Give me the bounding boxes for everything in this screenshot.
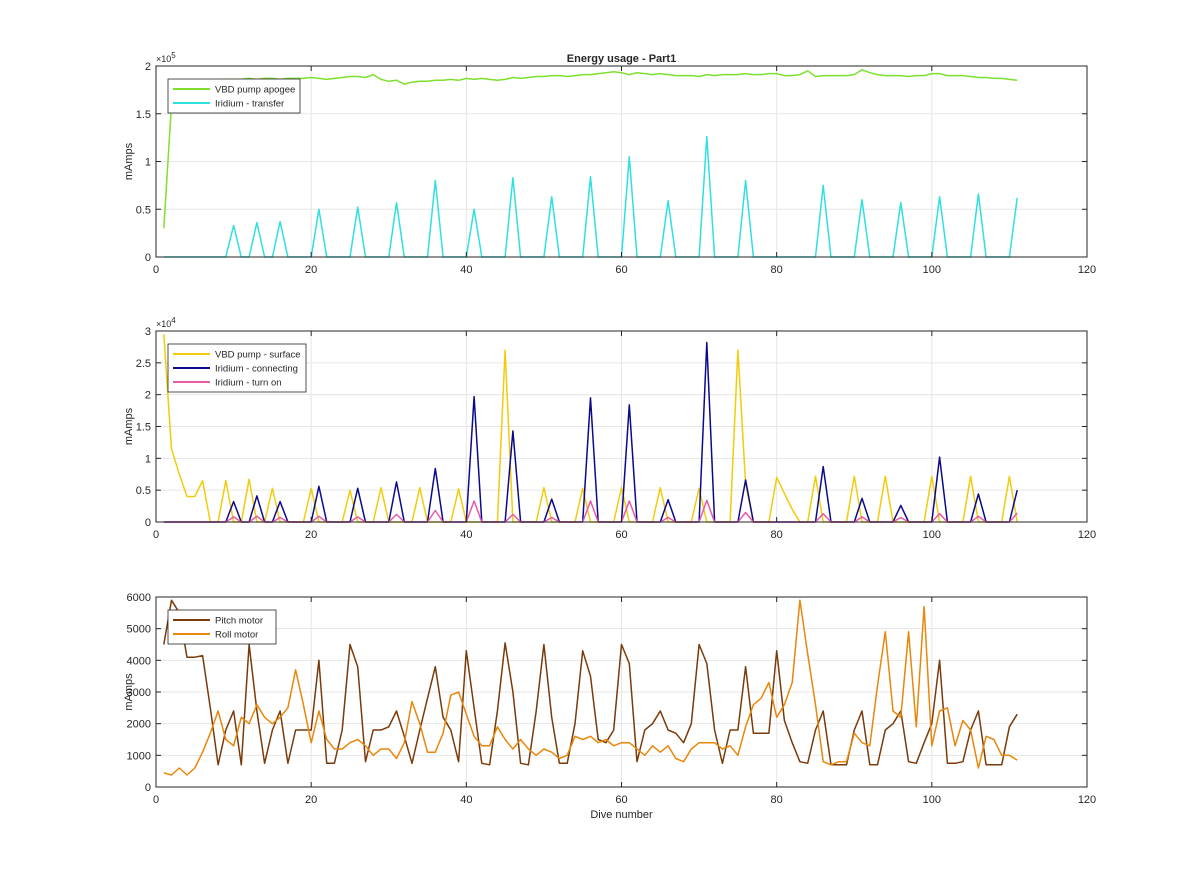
x-tick-label: 80 [771, 529, 783, 541]
y-tick-label: 1 [145, 453, 151, 465]
chart-title: Energy usage - Part1 [567, 53, 676, 65]
y-tick-label: 2 [145, 390, 151, 402]
x-tick-label: 0 [153, 264, 159, 276]
x-tick-label: 60 [615, 794, 627, 806]
legend: VBD pump - surface Iridium - connecting Ir… [167, 343, 307, 393]
y-tick-label: 4000 [127, 655, 151, 667]
series-line-1 [163, 69, 1018, 229]
y-tick-label: 5000 [127, 624, 151, 636]
x-axis-label: Dive number [590, 809, 653, 821]
y-tick-label: 0 [145, 782, 151, 794]
x-tick-label: 100 [923, 264, 941, 276]
y-tick-label: 0.5 [136, 204, 151, 216]
legend: Pitch motor Roll motor [167, 609, 277, 645]
y-tick-label: 1.5 [136, 109, 151, 121]
y-axis-label: mAmps [123, 673, 135, 711]
legend-label: VBD pump apogee [215, 85, 295, 96]
subplot-2: 0 20 40 60 80 100 120 0 0.5 1 1.5 2 2.5 3 ×104 mAmps VBD… [123, 316, 1096, 541]
y-tick-label: 2000 [127, 719, 151, 731]
y-tick-label: 6000 [127, 592, 151, 604]
y-tick-label: 0 [145, 517, 151, 529]
x-tick-label: 0 [153, 529, 159, 541]
subplot-3: 0 20 40 60 80 100 120 0 1000 2000 3000 4000 5000 6000… [123, 592, 1096, 821]
x-tick-label: 0 [153, 794, 159, 806]
legend-label: Iridium - connecting [215, 364, 298, 375]
y-tick-label: 1.5 [136, 422, 151, 434]
y-axis-label: mAmps [123, 407, 135, 445]
x-tick-label: 100 [923, 529, 941, 541]
x-tick-label: 60 [615, 264, 627, 276]
y-exponent-power: 4 [171, 316, 176, 325]
y-exponent-label: ×105 [156, 51, 176, 64]
x-tick-label: 40 [460, 794, 472, 806]
subplot-1: 0 20 40 60 80 100 120 0 0.5 1 1.5 2 ×105 mAmps Energy … [123, 51, 1096, 276]
legend-label: VBD pump - surface [215, 350, 301, 361]
y-axis-label: mAmps [123, 142, 135, 180]
legend-label: Pitch motor [215, 616, 263, 627]
x-tick-label: 120 [1078, 794, 1096, 806]
y-tick-label: 0.5 [136, 485, 151, 497]
legend-label: Iridium - transfer [215, 99, 284, 110]
y-tick-label: 3000 [127, 687, 151, 699]
legend-label: Roll motor [215, 630, 258, 641]
legend: VBD pump apogee Iridium - transfer [167, 78, 301, 114]
y-exponent-power: 5 [171, 51, 176, 60]
x-tick-label: 120 [1078, 264, 1096, 276]
series-line-1 [163, 599, 1018, 766]
x-tick-label: 20 [305, 264, 317, 276]
legend-box [167, 609, 277, 645]
x-tick-label: 20 [305, 794, 317, 806]
x-tick-label: 60 [615, 529, 627, 541]
y-tick-label: 3 [145, 326, 151, 338]
y-exponent-label: ×104 [156, 316, 176, 329]
x-tick-label: 80 [771, 264, 783, 276]
x-tick-label: 100 [923, 794, 941, 806]
y-tick-label: 2.5 [136, 358, 151, 370]
y-tick-label: 1 [145, 157, 151, 169]
legend-label: Iridium - turn on [215, 378, 282, 389]
legend-box [167, 78, 301, 114]
x-tick-label: 80 [771, 794, 783, 806]
y-tick-label: 2 [145, 61, 151, 73]
x-tick-label: 120 [1078, 529, 1096, 541]
y-tick-label: 0 [145, 252, 151, 264]
series-line-2 [163, 599, 1018, 776]
x-tick-label: 40 [460, 529, 472, 541]
x-tick-label: 40 [460, 264, 472, 276]
x-tick-label: 20 [305, 529, 317, 541]
y-tick-label: 1000 [127, 750, 151, 762]
